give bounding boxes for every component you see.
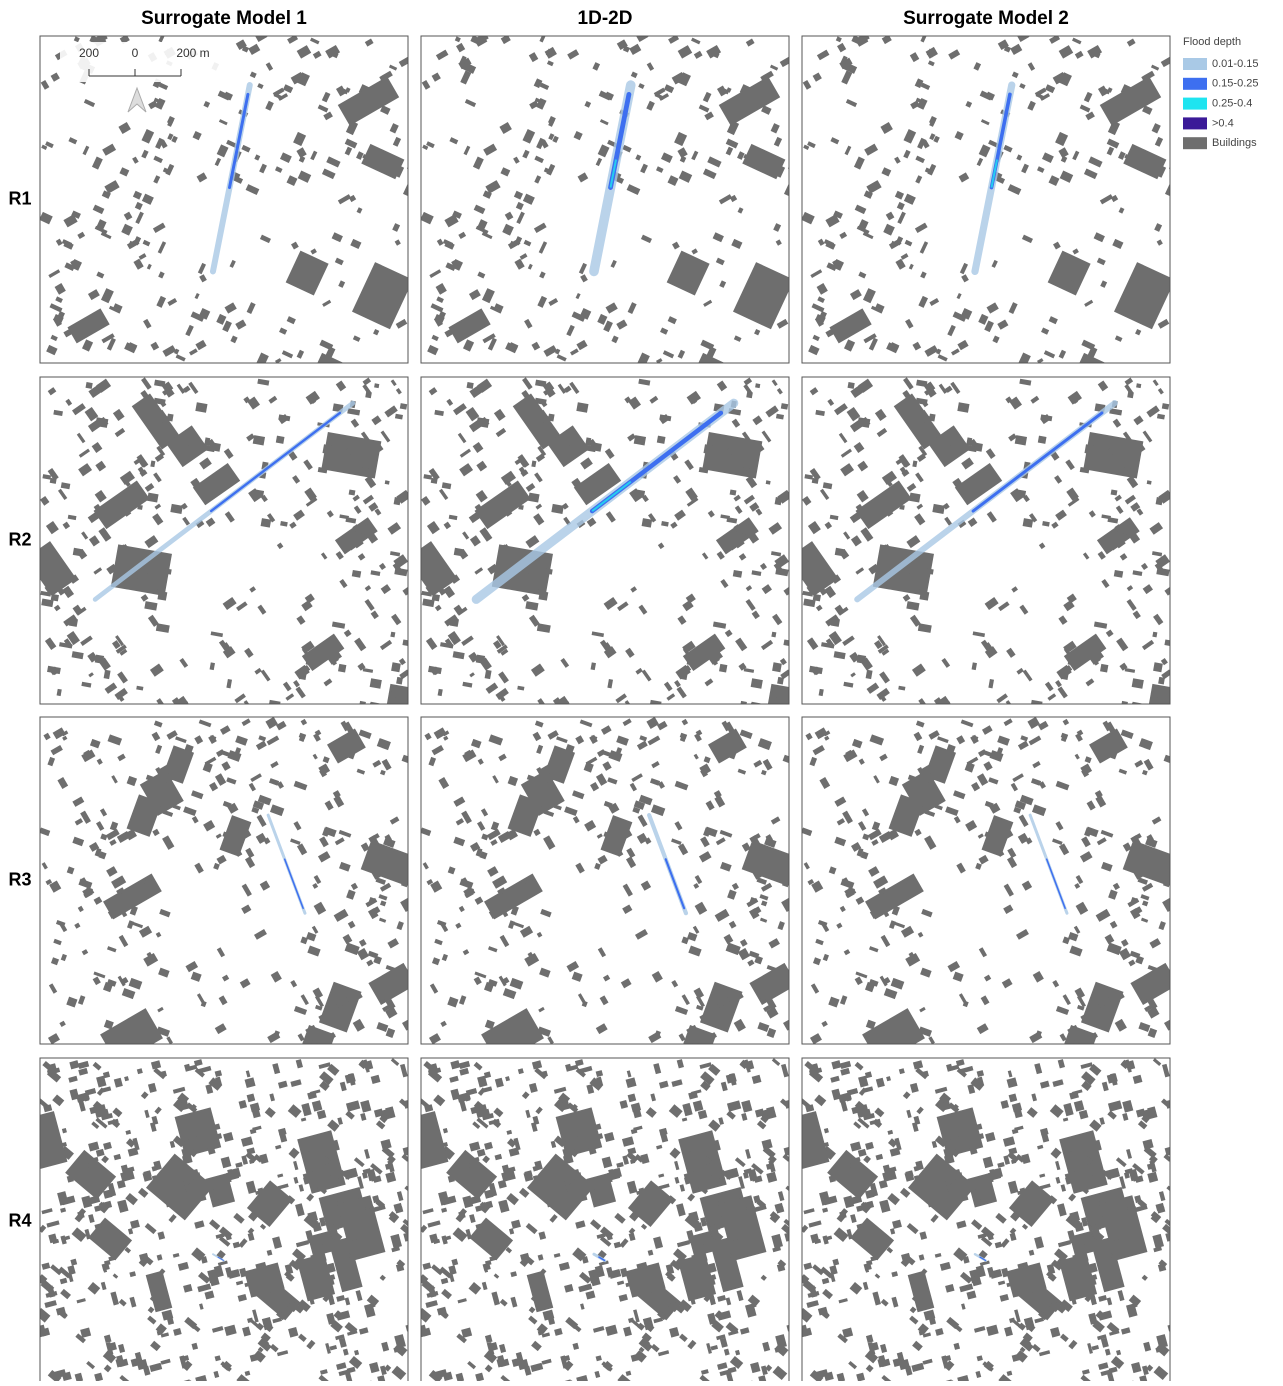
column-title: Surrogate Model 2 xyxy=(903,8,1069,29)
building xyxy=(777,677,784,685)
legend-title: Flood depth xyxy=(1183,36,1241,48)
map-panel xyxy=(17,1058,415,1381)
legend-label: 0.01-0.15 xyxy=(1212,58,1258,70)
row-label: R3 xyxy=(8,869,31,889)
building xyxy=(1111,489,1118,495)
building xyxy=(137,505,143,510)
legend-label: Buildings xyxy=(1212,137,1257,149)
building xyxy=(957,402,969,413)
building xyxy=(1136,383,1141,388)
building xyxy=(642,518,653,527)
legend-swatch xyxy=(1183,98,1207,110)
building xyxy=(467,382,474,389)
building xyxy=(276,436,285,444)
map-panel xyxy=(420,29,798,404)
building xyxy=(1152,632,1157,638)
legend-label: 0.25-0.4 xyxy=(1212,98,1252,110)
building xyxy=(848,382,855,389)
map-panel xyxy=(39,29,417,404)
building xyxy=(1158,677,1165,685)
building xyxy=(576,402,588,413)
map-panel xyxy=(406,377,820,731)
map-panel xyxy=(420,717,798,1074)
building xyxy=(751,678,763,688)
row-label: R1 xyxy=(8,188,31,208)
row-label: R4 xyxy=(8,1210,31,1230)
map-panel xyxy=(801,717,1179,1074)
building xyxy=(755,383,760,388)
building xyxy=(391,662,401,672)
building xyxy=(1162,403,1169,410)
building xyxy=(657,436,666,444)
scale-label: 200 xyxy=(79,46,99,60)
map-panel xyxy=(25,377,439,731)
building xyxy=(1023,518,1034,527)
building xyxy=(719,664,727,673)
building xyxy=(518,505,524,510)
building xyxy=(899,505,905,510)
map-panel xyxy=(39,717,417,1074)
building xyxy=(1038,436,1047,444)
legend-swatch xyxy=(1183,58,1207,70)
building xyxy=(781,403,788,410)
building xyxy=(86,382,93,389)
building xyxy=(974,443,983,452)
building xyxy=(1153,662,1163,672)
building xyxy=(349,489,356,495)
building xyxy=(1147,480,1152,484)
building xyxy=(385,480,390,484)
building xyxy=(730,489,737,495)
building xyxy=(1132,678,1144,688)
map-panel xyxy=(801,29,1179,404)
building xyxy=(593,443,602,452)
map-panel xyxy=(787,377,1201,731)
row-label: R2 xyxy=(8,529,31,549)
map-panel xyxy=(779,1058,1177,1381)
legend-swatch xyxy=(1183,137,1207,149)
column-title: Surrogate Model 1 xyxy=(141,8,307,29)
building xyxy=(396,677,403,685)
legend-swatch xyxy=(1183,117,1207,129)
building xyxy=(730,704,736,711)
building xyxy=(338,664,346,673)
building xyxy=(1100,664,1108,673)
building xyxy=(195,402,207,413)
building xyxy=(390,632,395,638)
building xyxy=(772,662,782,672)
legend-label: >0.4 xyxy=(1212,117,1234,129)
building xyxy=(771,632,776,638)
legend-label: 0.15-0.25 xyxy=(1212,78,1258,90)
figure: Surrogate Model 1 1D-2D Surrogate Model 2 R… xyxy=(0,0,1283,1381)
building xyxy=(212,443,221,452)
building xyxy=(766,480,771,484)
scale-label: 0 xyxy=(132,46,139,60)
building xyxy=(370,678,382,688)
legend-swatch xyxy=(1183,78,1207,90)
scale-label: 200 m xyxy=(176,46,209,60)
building xyxy=(349,704,355,711)
building xyxy=(261,518,272,527)
building xyxy=(400,403,407,410)
building xyxy=(1111,704,1117,711)
column-title: 1D-2D xyxy=(578,8,633,29)
building xyxy=(374,383,379,388)
map-panel xyxy=(398,1058,796,1381)
